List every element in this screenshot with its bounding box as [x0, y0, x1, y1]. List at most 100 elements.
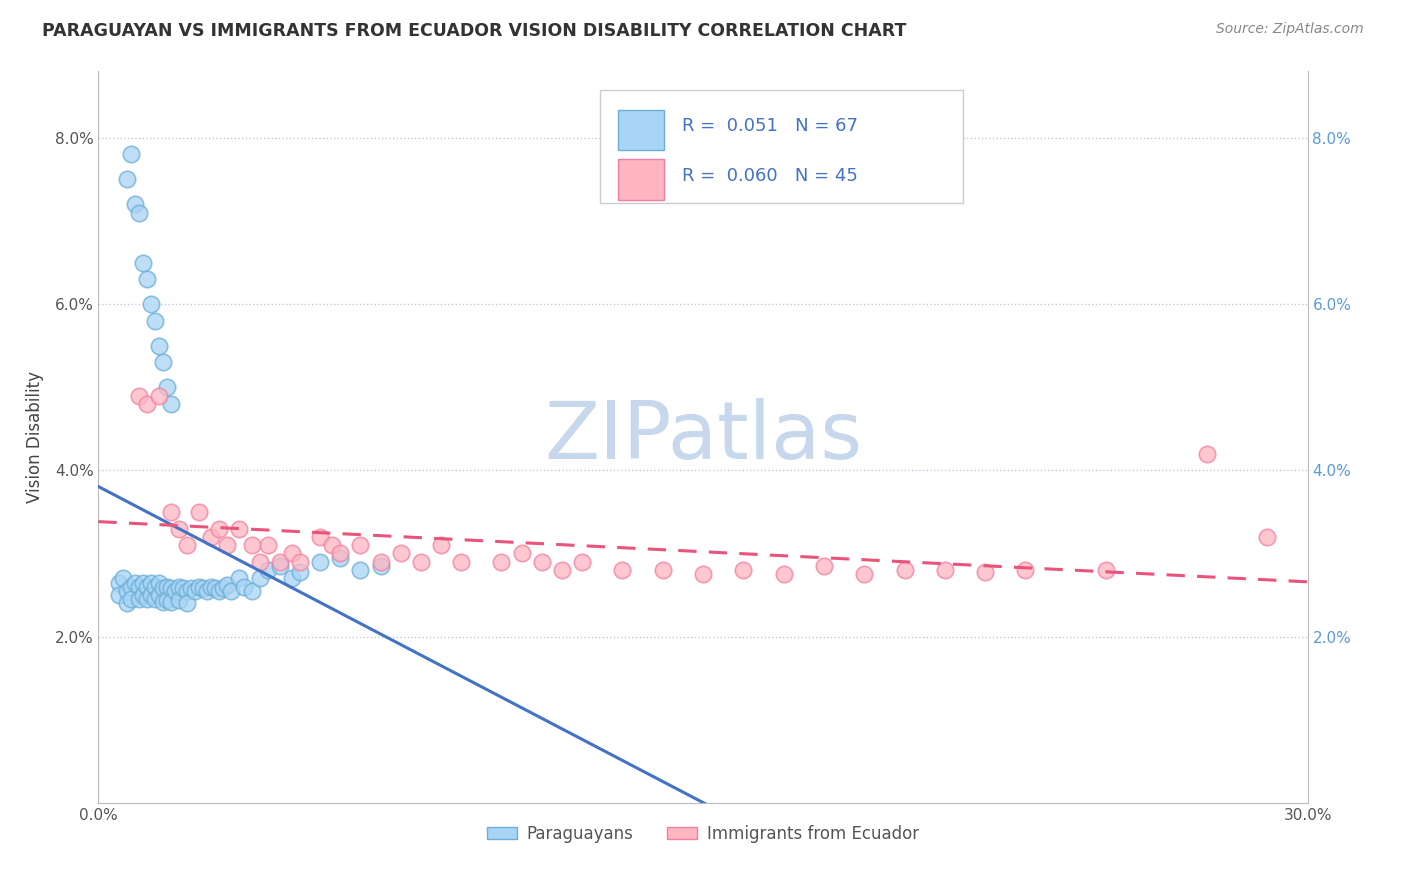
- Point: [180, 582, 202, 596]
- Text: R =  0.051   N = 67: R = 0.051 N = 67: [682, 117, 859, 136]
- Point: [409, 555, 432, 569]
- Point: [281, 571, 304, 585]
- Point: [115, 596, 138, 610]
- Point: [249, 571, 271, 585]
- Point: [160, 397, 183, 411]
- FancyBboxPatch shape: [619, 110, 664, 150]
- Point: [128, 592, 150, 607]
- Point: [111, 571, 134, 585]
- Point: [120, 580, 142, 594]
- Legend: Paraguayans, Immigrants from Ecuador: Paraguayans, Immigrants from Ecuador: [481, 818, 925, 849]
- Point: [193, 582, 215, 596]
- Point: [853, 567, 876, 582]
- Point: [148, 338, 170, 352]
- Point: [208, 521, 231, 535]
- Point: [269, 555, 291, 569]
- Point: [893, 563, 915, 577]
- Point: [107, 575, 129, 590]
- Point: [135, 272, 157, 286]
- Point: [115, 172, 138, 186]
- Point: [309, 530, 332, 544]
- Point: [195, 583, 218, 598]
- Point: [208, 583, 231, 598]
- Point: [132, 588, 155, 602]
- Point: [733, 563, 755, 577]
- Point: [120, 592, 142, 607]
- Point: [139, 575, 162, 590]
- Point: [160, 582, 183, 596]
- Point: [1256, 530, 1278, 544]
- Point: [240, 538, 263, 552]
- Point: [128, 205, 150, 219]
- Point: [692, 567, 714, 582]
- Point: [232, 580, 254, 594]
- Point: [217, 578, 239, 592]
- Point: [148, 388, 170, 402]
- Y-axis label: Vision Disability: Vision Disability: [25, 371, 44, 503]
- Text: R =  0.060   N = 45: R = 0.060 N = 45: [682, 167, 858, 185]
- Point: [200, 580, 222, 594]
- Point: [256, 563, 278, 577]
- Point: [160, 594, 183, 608]
- Point: [143, 314, 166, 328]
- Point: [128, 580, 150, 594]
- Point: [188, 505, 211, 519]
- Point: [551, 563, 574, 577]
- Point: [974, 565, 997, 579]
- Text: PARAGUAYAN VS IMMIGRANTS FROM ECUADOR VISION DISABILITY CORRELATION CHART: PARAGUAYAN VS IMMIGRANTS FROM ECUADOR VI…: [42, 22, 907, 40]
- Point: [143, 592, 166, 607]
- Point: [163, 583, 186, 598]
- Point: [184, 583, 207, 598]
- Point: [156, 580, 179, 594]
- Point: [321, 538, 343, 552]
- Point: [124, 575, 146, 590]
- Point: [135, 397, 157, 411]
- Point: [510, 546, 533, 560]
- Point: [107, 588, 129, 602]
- Point: [329, 550, 352, 565]
- Point: [176, 583, 198, 598]
- Point: [651, 563, 673, 577]
- Point: [167, 580, 190, 594]
- Point: [152, 355, 174, 369]
- Point: [571, 555, 593, 569]
- Point: [132, 575, 155, 590]
- Point: [813, 558, 835, 573]
- Point: [172, 582, 194, 596]
- Point: [176, 538, 198, 552]
- Point: [240, 583, 263, 598]
- Point: [143, 580, 166, 594]
- Point: [249, 555, 271, 569]
- Point: [370, 558, 392, 573]
- Point: [148, 575, 170, 590]
- Point: [156, 380, 179, 394]
- Point: [450, 555, 472, 569]
- Point: [115, 583, 138, 598]
- Point: [281, 546, 304, 560]
- Text: Source: ZipAtlas.com: Source: ZipAtlas.com: [1216, 22, 1364, 37]
- Point: [221, 583, 243, 598]
- Point: [212, 582, 235, 596]
- Point: [389, 546, 412, 560]
- Point: [128, 388, 150, 402]
- Point: [167, 521, 190, 535]
- Point: [167, 593, 190, 607]
- Point: [200, 530, 222, 544]
- Point: [124, 197, 146, 211]
- Point: [370, 555, 392, 569]
- Point: [491, 555, 513, 569]
- Point: [1014, 563, 1036, 577]
- Point: [156, 593, 179, 607]
- Point: [288, 555, 311, 569]
- Point: [256, 538, 278, 552]
- Point: [288, 565, 311, 579]
- Point: [1095, 563, 1118, 577]
- Point: [176, 596, 198, 610]
- Point: [772, 567, 794, 582]
- Point: [269, 558, 291, 573]
- FancyBboxPatch shape: [619, 160, 664, 200]
- Point: [135, 592, 157, 607]
- Point: [148, 588, 170, 602]
- Point: [135, 580, 157, 594]
- Point: [934, 563, 956, 577]
